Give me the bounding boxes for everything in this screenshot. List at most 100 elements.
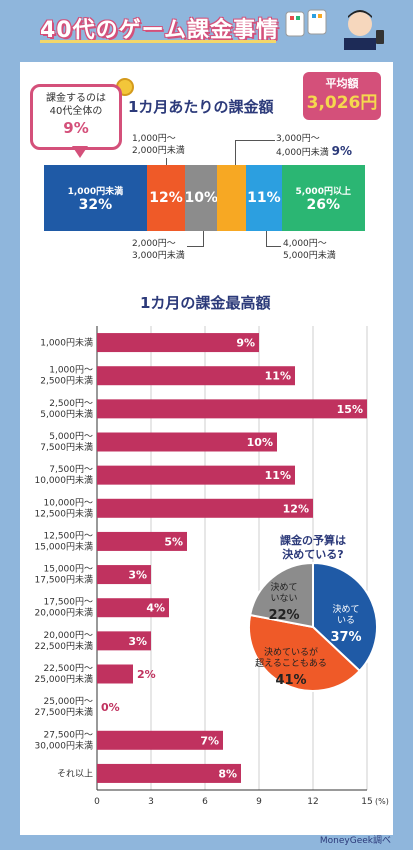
bar-value-label: 8% [218, 767, 237, 780]
bar [97, 399, 367, 419]
x-tick-label: 3 [148, 797, 154, 807]
callout-3000-4000: 3,000円〜 4,000円未満 9% [276, 133, 352, 159]
bar-value-label: 11% [265, 370, 291, 383]
businessman-with-phone-icon [285, 9, 384, 52]
stacked-segment [217, 165, 247, 231]
pie-slice [312, 561, 378, 673]
pie-slice-label: 決めているが [264, 646, 318, 658]
segment-value: 12% [149, 190, 183, 206]
bar-value-label: 2% [137, 668, 156, 681]
bar-value-label: 12% [283, 502, 309, 515]
x-tick-label: 6 [202, 797, 208, 807]
bar [97, 631, 151, 651]
y-tick-label: 30,000円未満 [35, 739, 94, 751]
segment-value: 10% [184, 190, 219, 206]
pie-slice-label: いない [270, 593, 297, 604]
bar [97, 730, 223, 750]
bar-value-label: 15% [337, 403, 363, 416]
bar-value-label: 7% [200, 734, 219, 747]
y-tick-label: 7,500円未満 [40, 441, 93, 453]
callout-leader [203, 231, 204, 246]
bar-value-label: 0% [101, 701, 120, 714]
callout-4000-5000: 4,000円〜 5,000円未満 [283, 238, 336, 262]
bar [97, 763, 241, 783]
bubble-pct: 9% [63, 119, 89, 137]
y-tick-label: 15,000円〜 [44, 564, 94, 575]
bar [97, 565, 151, 585]
bar [97, 465, 295, 485]
stacked-segment: 5,000円以上 26% [281, 165, 365, 231]
y-tick-label: 27,500円未満 [35, 706, 94, 718]
bubble-line-2: 40代全体の [49, 106, 103, 117]
y-tick-label: 25,000円未満 [35, 673, 94, 685]
callout-line: 5,000円未満 [283, 251, 336, 261]
y-tick-label: 27,500円〜 [44, 729, 94, 740]
average-badge: 平均額 3,026円 [303, 72, 381, 120]
callout-line: 1,000円〜 [132, 134, 176, 144]
pie-slice-value: 22% [268, 608, 299, 623]
y-tick-label: 2,500円〜 [49, 398, 93, 409]
y-tick-label: 7,500円〜 [49, 464, 93, 475]
callout-leader [187, 246, 204, 247]
bar [97, 531, 187, 551]
stacked-title: 1カ月あたりの課金額 [123, 98, 278, 119]
y-tick-label: 22,500円未満 [35, 640, 94, 652]
pie-slice-value: 41% [275, 673, 306, 688]
callout-line: 4,000円未満 9% [276, 145, 352, 159]
y-tick-label: 25,000円〜 [44, 696, 94, 707]
segment-label: 5,000円以上 [295, 186, 351, 197]
bar-value-label: 5% [164, 535, 183, 548]
source-credit: MoneyGeek調べ [319, 836, 391, 846]
x-tick-label: 12 [307, 797, 318, 807]
y-tick-label: 17,500円〜 [44, 597, 94, 608]
speech-bubble: 課金するのは 40代全体の 9% [30, 84, 122, 150]
pie-slice-label: いる [337, 615, 355, 626]
pie-slice-label: 決めて [270, 581, 297, 593]
callout-leader [166, 158, 167, 166]
y-tick-label: 22,500円〜 [44, 663, 94, 674]
title-underline [40, 40, 276, 43]
y-tick-label: それ以上 [57, 768, 93, 779]
pie-title: 課金の予算は [280, 533, 346, 547]
bar [97, 333, 259, 353]
pie-slice-value: 37% [330, 630, 361, 645]
stacked-segment: 10% [184, 165, 219, 231]
bar-value-label: 11% [265, 469, 291, 482]
x-tick-label: 15 [361, 797, 372, 807]
y-tick-label: 5,000円未満 [40, 408, 93, 420]
average-value: 3,026円 [306, 93, 378, 113]
x-tick-label: 0 [94, 797, 100, 807]
pie-title: 決めている? [282, 547, 343, 561]
y-tick-label: 1,000円〜 [49, 365, 93, 376]
y-tick-label: 20,000円〜 [44, 630, 94, 641]
average-label: 平均額 [325, 77, 359, 90]
y-tick-label: 10,000円〜 [44, 497, 94, 508]
bar-value-label: 9% [236, 337, 255, 350]
y-tick-label: 12,500円〜 [44, 530, 94, 541]
callout-leader [235, 140, 275, 141]
callout-pct: 9% [331, 144, 353, 158]
page-title: 40代のゲーム課金事情 [40, 18, 279, 43]
pie-slice-label: 決めて [332, 603, 359, 615]
stacked-segment: 1,000円未満 32% [44, 165, 147, 231]
stacked-bar: 1,000円未満 32% 12% 10% 11% 5,000円以上 26% [44, 165, 365, 231]
y-tick-label: 5,000円〜 [49, 431, 93, 442]
callout-line: 2,000円〜 [132, 239, 176, 249]
bar [97, 498, 313, 518]
bubble-tail [72, 146, 88, 158]
bar [97, 366, 295, 386]
callout-2000-3000: 2,000円〜 3,000円未満 [132, 238, 185, 262]
y-tick-label: 10,000円未満 [35, 474, 94, 486]
bar-value-label: 4% [146, 602, 165, 615]
stacked-segment: 11% [246, 165, 282, 231]
segment-label: 1,000円未満 [67, 186, 124, 197]
callout-text: 4,000円未満 [276, 148, 329, 158]
pie-slice [248, 561, 314, 629]
bars-title: 1カ月の課金最高額 [135, 294, 275, 315]
segment-value: 32% [78, 196, 113, 213]
y-tick-label: 2,500円未満 [40, 375, 93, 387]
pie-slice-label: 超えることもある [255, 657, 327, 669]
bar [97, 598, 169, 618]
callout-leader [266, 246, 281, 247]
